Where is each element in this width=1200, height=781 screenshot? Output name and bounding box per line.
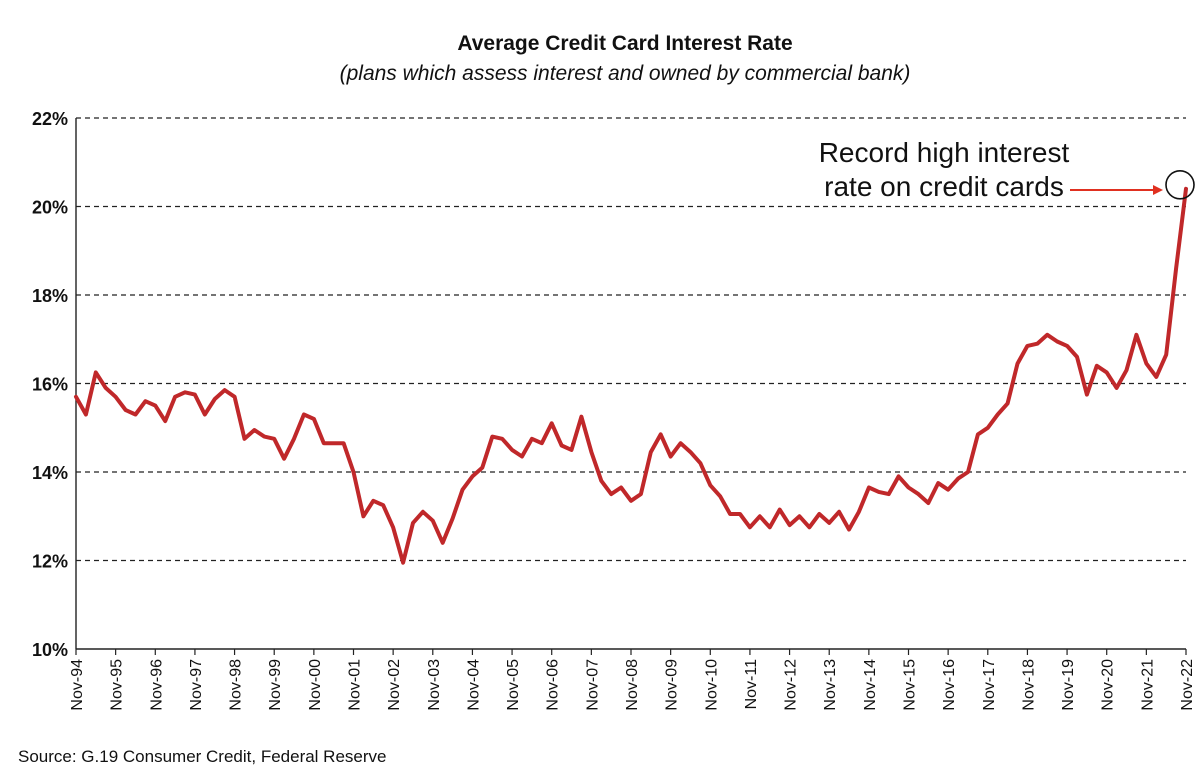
x-tick-label: Nov-03 (426, 659, 443, 711)
y-tick-label: 14% (32, 463, 68, 483)
x-tick-label: Nov-99 (267, 659, 284, 711)
x-tick-label: Nov-04 (465, 659, 482, 711)
y-axis-labels: 10% 12% 14% 16% 18% 20% 22% (32, 109, 68, 660)
x-tick-label: Nov-01 (347, 659, 364, 711)
annotation-layer (1070, 170, 1195, 200)
x-tick-label: Nov-12 (783, 659, 800, 711)
x-tick-label: Nov-05 (505, 659, 522, 711)
y-tick-label: 18% (32, 286, 68, 306)
series-line (74, 186, 1188, 565)
x-tick-label: Nov-19 (1060, 659, 1077, 711)
y-tick-label: 12% (32, 552, 68, 572)
x-tick-label: Nov-94 (69, 659, 86, 711)
annotation-line-1: Record high interest (818, 137, 1070, 168)
y-tick-label: 22% (32, 109, 68, 129)
annotation-arrow-head (1153, 185, 1163, 195)
grid-layer (76, 117, 1186, 562)
x-tick-label: Nov-08 (624, 659, 641, 711)
x-tick-label: Nov-98 (228, 659, 245, 711)
x-tick-label: Nov-02 (386, 659, 403, 711)
x-tick-label: Nov-95 (109, 659, 126, 711)
y-tick-label: 20% (32, 198, 68, 218)
x-tick-label: Nov-21 (1139, 659, 1156, 711)
x-tick-label: Nov-97 (188, 659, 205, 711)
x-tick-label: Nov-15 (902, 659, 919, 711)
chart-subtitle: (plans which assess interest and owned b… (339, 62, 911, 85)
x-tick-label: Nov-00 (307, 659, 324, 711)
y-tick-label: 16% (32, 375, 68, 395)
series-layer (74, 186, 1188, 565)
x-tick-label: Nov-20 (1100, 659, 1117, 711)
annotation-circle (1165, 170, 1195, 200)
x-tick-label: Nov-13 (822, 659, 839, 711)
x-tick-label: Nov-16 (941, 659, 958, 711)
x-tick-label: Nov-06 (545, 659, 562, 711)
x-tick-label: Nov-10 (703, 659, 720, 711)
x-tick-label: Nov-17 (981, 659, 998, 711)
axis-layer (75, 118, 1187, 655)
x-tick-label: Nov-14 (862, 659, 879, 711)
x-tick-label: Nov-09 (664, 659, 681, 711)
x-tick-label: Nov-96 (148, 659, 165, 711)
y-tick-label: 10% (32, 640, 68, 660)
annotation-line-2: rate on credit cards (824, 171, 1064, 202)
x-tick-label: Nov-18 (1020, 659, 1037, 711)
x-tick-label: Nov-07 (584, 659, 601, 711)
x-tick-label: Nov-11 (743, 659, 760, 709)
x-tick-label: Nov-22 (1179, 659, 1196, 711)
chart-title: Average Credit Card Interest Rate (457, 32, 793, 55)
annotation-text: Record high interest rate on credit card… (808, 136, 1080, 204)
source-note: Source: G.19 Consumer Credit, Federal Re… (18, 747, 387, 766)
x-axis-labels: Nov-94 Nov-95 Nov-96 Nov-97 Nov-98 Nov-99 Nov-… (69, 659, 1196, 711)
